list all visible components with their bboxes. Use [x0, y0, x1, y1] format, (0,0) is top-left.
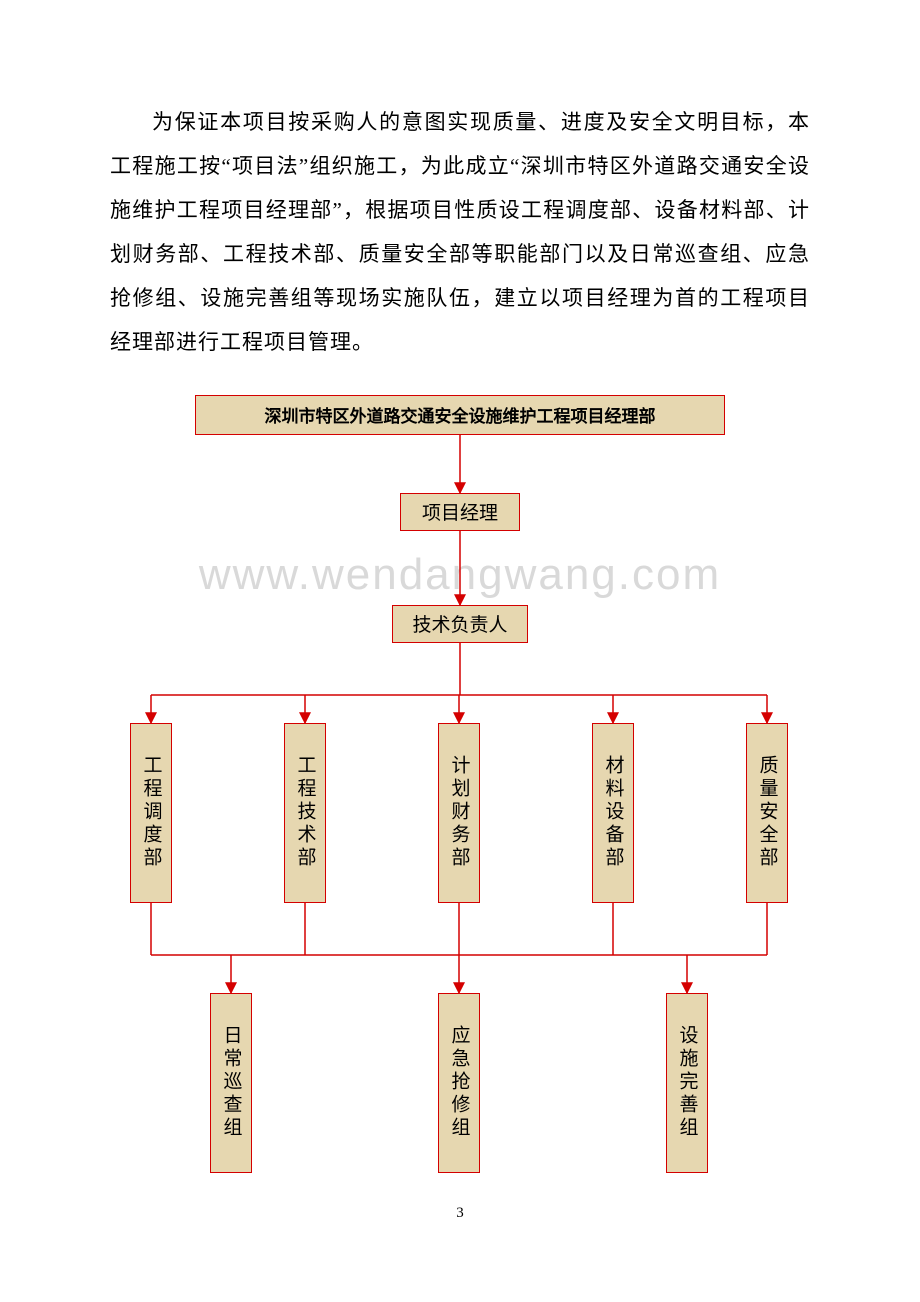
- org-node-pm: 项目经理: [400, 493, 520, 531]
- org-node-g2: 应急抢修组: [438, 993, 480, 1173]
- intro-paragraph: 为保证本项目按采购人的意图实现质量、进度及安全文明目标，本工程施工按“项目法”组…: [110, 100, 810, 365]
- org-chart: 深圳市特区外道路交通安全设施维护工程项目经理部项目经理技术负责人工程调度部 工程技…: [110, 395, 810, 1195]
- org-node-tech: 技术负责人: [392, 605, 528, 643]
- org-node-g1: 日常巡查组: [210, 993, 252, 1173]
- org-node-d5: 质量安全部: [746, 723, 788, 903]
- org-node-root: 深圳市特区外道路交通安全设施维护工程项目经理部: [195, 395, 725, 435]
- org-node-d3: 计划财务部: [438, 723, 480, 903]
- page-number: 3: [110, 1205, 810, 1222]
- org-node-g3: 设施完善组: [666, 993, 708, 1173]
- org-node-d4: 材料设备部: [592, 723, 634, 903]
- org-node-d1: 工程调度部: [130, 723, 172, 903]
- org-node-d2: 工程技术部: [284, 723, 326, 903]
